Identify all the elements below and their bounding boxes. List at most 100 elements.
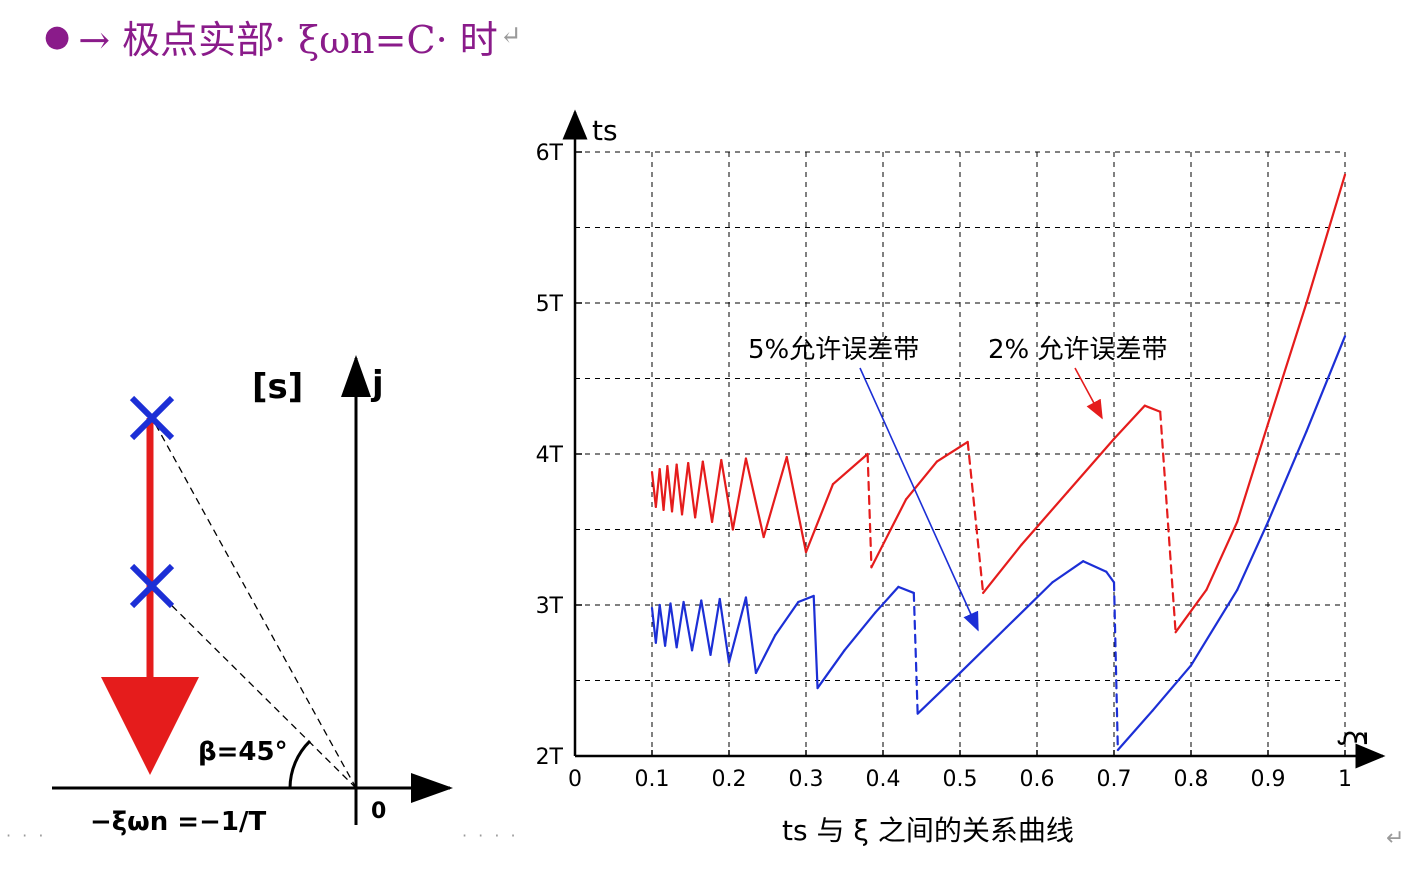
series-2pct-segment — [785, 455, 808, 554]
x-tick-label: 0.1 — [635, 767, 670, 792]
plane-label: [s] — [252, 367, 303, 407]
series-2pct-segment — [654, 468, 661, 508]
x-tick-label: 0.9 — [1251, 767, 1286, 792]
series-2pct-segment — [762, 455, 788, 539]
y-axis-label: ts — [592, 114, 618, 147]
chart-ticks: 0 0.1 0.2 0.3 0.4 0.5 0.6 0.7 0.8 0.9 1 2T 3T 4T 5T 6T — [536, 141, 1352, 792]
series-5pct-segment — [744, 596, 758, 675]
ts-vs-xi-chart: 0 0.1 0.2 0.3 0.4 0.5 0.6 0.7 0.8 0.9 12T3T4T5T6T … — [536, 109, 1386, 847]
series-2pct-segment — [935, 440, 969, 463]
series-2pct-segment — [744, 457, 765, 539]
series-2pct-segment — [1305, 173, 1347, 305]
series-5pct-segment — [843, 611, 877, 652]
series-2pct-segment — [658, 468, 665, 511]
series-2pct-segment — [831, 452, 869, 486]
series-5pct-segment — [916, 671, 962, 715]
series-5pct-segment — [1112, 581, 1119, 752]
heading-text: → 极点实部· ξωn=C· 时 — [78, 17, 498, 62]
series-2pct-segment — [1174, 588, 1208, 634]
y-tick-label: 3T — [536, 594, 564, 619]
x-tick-label: 0 — [568, 767, 582, 792]
footer-return-mark-icon: ↵ — [1386, 826, 1405, 851]
x-tick-label: 0.4 — [866, 767, 901, 792]
ray-to-upper-pole — [151, 417, 357, 789]
series-2pct-segment — [710, 458, 723, 524]
series-5pct-segment — [709, 597, 721, 656]
x-tick-label: 0.2 — [712, 767, 747, 792]
series-5pct-segment — [912, 591, 919, 715]
y-tick-label: 6T — [536, 141, 564, 166]
series-5pct-segment — [1051, 560, 1085, 584]
series-5pct-segment — [1189, 588, 1239, 667]
series-5pct-segment — [700, 599, 712, 656]
series-5pct-segment — [682, 600, 694, 652]
series-2pct-segment — [870, 498, 908, 569]
chart-grid — [575, 151, 1346, 756]
series-2pct-segment — [1205, 520, 1239, 591]
series-5pct-segment — [774, 600, 800, 637]
x-tick-label: 1 — [1338, 767, 1352, 792]
x-tick-label: 0.8 — [1174, 767, 1209, 792]
chart-axes — [562, 109, 1386, 769]
pole-diagram: [s] j 0 β=45° −ξωn =−1/T — [52, 355, 453, 837]
series-5pct-segment — [654, 603, 661, 644]
series-2pct-segment — [1066, 437, 1116, 493]
chart-annotations: 5%允许误差带 2% 允许误差带 — [748, 335, 1168, 632]
series-2pct-segment — [675, 463, 684, 516]
series-2pct-segment — [966, 440, 985, 595]
y-tick-label: 2T — [536, 745, 564, 770]
heading: ● → 极点实部· ξωn=C· 时 ↵ — [44, 8, 522, 64]
annotation-2pct-pointer — [1074, 367, 1103, 420]
series-2pct-segment — [670, 463, 678, 513]
series-2pct-segment — [1020, 490, 1069, 546]
series-2pct-segment — [1159, 410, 1177, 634]
series-5pct-segment — [1305, 335, 1347, 433]
series-2pct-segment — [694, 460, 704, 519]
annotation-5pct: 5%允许误差带 — [748, 335, 919, 365]
y-tick-label: 5T — [536, 292, 564, 317]
series-5pct-segment — [669, 602, 678, 649]
x-tick-label: 0.5 — [943, 767, 978, 792]
bullet-icon: ● — [44, 18, 71, 54]
series-2pct-segment — [1266, 301, 1308, 425]
series-2pct-segment — [1143, 404, 1162, 413]
series-5pct-segment — [874, 585, 900, 614]
series-2pct-segment — [982, 543, 1023, 595]
series-5pct-segment — [727, 596, 748, 664]
series-5pct-segment — [1005, 581, 1054, 629]
series-5pct-segment — [754, 634, 777, 675]
series-5pct-segment — [690, 599, 703, 652]
series-2pct-segment — [731, 457, 748, 531]
series-5pct-segment — [675, 600, 685, 649]
series-2pct-segment — [720, 458, 734, 531]
series-2pct-segment — [650, 471, 657, 508]
series-5pct-segment — [1236, 520, 1270, 591]
series-2pct-segment — [666, 464, 674, 513]
return-mark-icon: ↵ — [499, 21, 522, 51]
series-2pct-segment — [680, 461, 690, 516]
footer-mid-dots: · · · · — [462, 826, 519, 845]
annotation-2pct: 2% 允许误差带 — [988, 335, 1168, 365]
chart-title: ts 与 ξ 之间的关系曲线 — [782, 814, 1074, 847]
x-axis-label: ξ — [1336, 730, 1371, 747]
series-5pct-segment — [1082, 560, 1108, 573]
series-5pct-segment — [1266, 430, 1308, 524]
series-5pct-segment — [1105, 570, 1116, 584]
series-5pct-segment — [812, 594, 819, 690]
origin-label: 0 — [371, 799, 386, 824]
series-5pct-segment — [658, 603, 667, 647]
series-5pct-segment — [650, 606, 657, 644]
imag-axis-label: j — [370, 364, 384, 404]
annotation-5pct-pointer — [859, 367, 979, 632]
chart-series — [650, 173, 1347, 752]
series-2pct-segment — [701, 460, 714, 524]
series-5pct-segment — [1151, 664, 1193, 712]
series-2pct-segment — [866, 452, 873, 569]
real-part-label: −ξωn =−1/T — [90, 807, 266, 837]
x-tick-label: 0.3 — [789, 767, 824, 792]
x-tick-label: 0.7 — [1097, 767, 1132, 792]
x-tick-label: 0.6 — [1020, 767, 1055, 792]
series-5pct-segment — [797, 594, 815, 604]
series-5pct-segment — [718, 597, 731, 664]
series-2pct-segment — [662, 464, 669, 511]
